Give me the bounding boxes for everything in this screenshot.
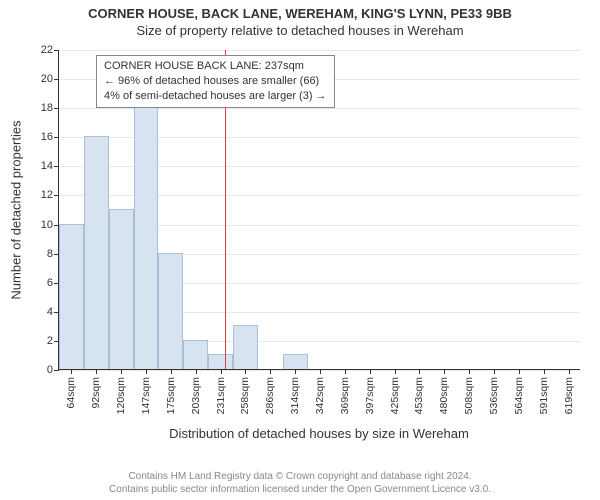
x-axis-label: Distribution of detached houses by size … — [169, 426, 469, 441]
xtick-label: 536sqm — [488, 377, 500, 414]
footer-line-1: Contains HM Land Registry data © Crown c… — [0, 470, 600, 483]
ytick-label: 20 — [41, 73, 59, 85]
xtick-label: 480sqm — [438, 377, 450, 414]
xtick-mark — [270, 369, 271, 374]
xtick-mark — [121, 369, 122, 374]
ytick-label: 8 — [47, 248, 59, 260]
ytick-label: 14 — [41, 160, 59, 172]
xtick-label: 397sqm — [364, 377, 376, 414]
xtick-mark — [96, 369, 97, 374]
footer-line-2: Contains public sector information licen… — [0, 483, 600, 496]
xtick-label: 591sqm — [538, 377, 550, 414]
xtick-mark — [221, 369, 222, 374]
xtick-label: 369sqm — [339, 377, 351, 414]
xtick-mark — [469, 369, 470, 374]
gridline — [59, 50, 580, 51]
xtick-label: 120sqm — [115, 377, 127, 414]
info-line-1: CORNER HOUSE BACK LANE: 237sqm — [104, 59, 327, 74]
chart-title-main: CORNER HOUSE, BACK LANE, WEREHAM, KING'S… — [0, 6, 600, 21]
ytick-label: 2 — [47, 335, 59, 347]
ytick-label: 22 — [41, 44, 59, 56]
xtick-label: 231sqm — [215, 377, 227, 414]
ytick-label: 18 — [41, 102, 59, 114]
xtick-mark — [395, 369, 396, 374]
xtick-mark — [370, 369, 371, 374]
xtick-label: 258sqm — [239, 377, 251, 414]
histogram-bar — [158, 253, 183, 369]
xtick-mark — [519, 369, 520, 374]
histogram-bar — [134, 107, 159, 369]
xtick-label: 286sqm — [264, 377, 276, 414]
ytick-label: 16 — [41, 131, 59, 143]
histogram-bar — [283, 354, 308, 369]
xtick-mark — [544, 369, 545, 374]
chart-title-sub: Size of property relative to detached ho… — [0, 23, 600, 38]
xtick-mark — [295, 369, 296, 374]
chart-container: CORNER HOUSE, BACK LANE, WEREHAM, KING'S… — [0, 6, 600, 466]
xtick-label: 147sqm — [140, 377, 152, 414]
histogram-bar — [84, 136, 109, 369]
histogram-bar — [109, 209, 134, 369]
xtick-mark — [71, 369, 72, 374]
xtick-label: 342sqm — [314, 377, 326, 414]
xtick-label: 453sqm — [413, 377, 425, 414]
y-axis-label: Number of detached properties — [9, 120, 24, 299]
histogram-bar — [208, 354, 233, 369]
xtick-mark — [345, 369, 346, 374]
histogram-bar — [183, 340, 208, 369]
ytick-label: 12 — [41, 189, 59, 201]
xtick-label: 564sqm — [513, 377, 525, 414]
ytick-label: 10 — [41, 219, 59, 231]
footer: Contains HM Land Registry data © Crown c… — [0, 470, 600, 496]
xtick-mark — [444, 369, 445, 374]
xtick-mark — [320, 369, 321, 374]
xtick-mark — [245, 369, 246, 374]
xtick-label: 508sqm — [463, 377, 475, 414]
xtick-label: 92sqm — [90, 377, 102, 409]
ytick-label: 0 — [47, 364, 59, 376]
histogram-bar — [233, 325, 258, 369]
histogram-bar — [59, 224, 84, 369]
xtick-mark — [196, 369, 197, 374]
xtick-label: 64sqm — [65, 377, 77, 409]
xtick-label: 425sqm — [389, 377, 401, 414]
xtick-mark — [171, 369, 172, 374]
info-box: CORNER HOUSE BACK LANE: 237sqm ← 96% of … — [96, 55, 335, 108]
xtick-label: 314sqm — [289, 377, 301, 414]
xtick-mark — [494, 369, 495, 374]
info-line-2: ← 96% of detached houses are smaller (66… — [104, 74, 327, 89]
info-line-3: 4% of semi-detached houses are larger (3… — [104, 89, 327, 104]
xtick-label: 203sqm — [190, 377, 202, 414]
xtick-mark — [419, 369, 420, 374]
xtick-label: 619sqm — [563, 377, 575, 414]
xtick-label: 175sqm — [165, 377, 177, 414]
xtick-mark — [569, 369, 570, 374]
ytick-label: 6 — [47, 277, 59, 289]
ytick-label: 4 — [47, 306, 59, 318]
xtick-mark — [146, 369, 147, 374]
